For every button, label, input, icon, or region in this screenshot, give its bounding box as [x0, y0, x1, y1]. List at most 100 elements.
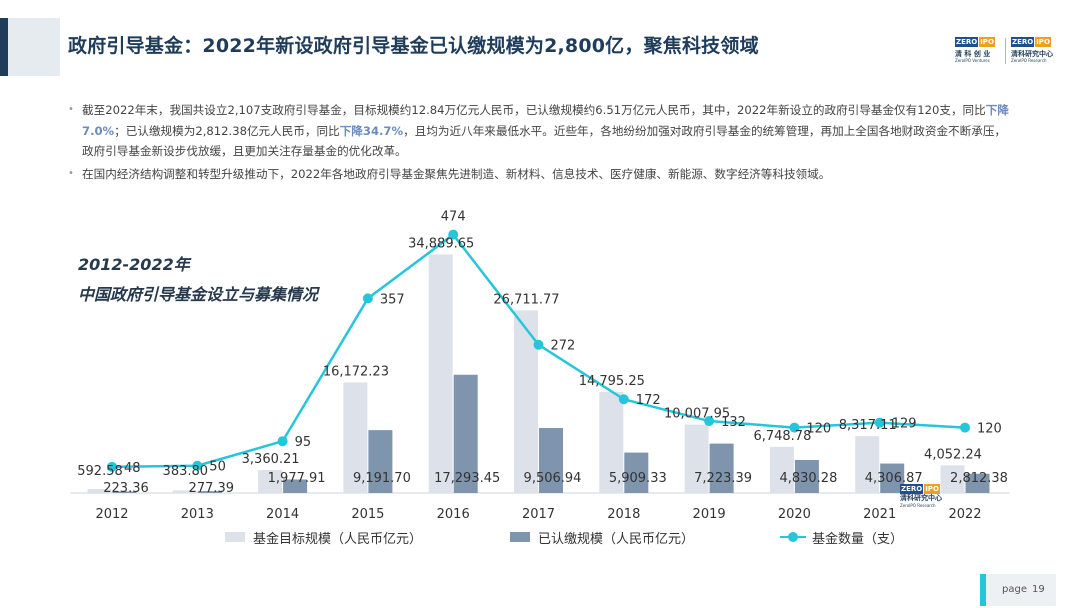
fund-count-point [618, 394, 629, 405]
fund-count-point [277, 436, 288, 447]
bar-subscribed-scale [197, 491, 222, 493]
zeroipo-watermark: ZERO IPO 清科研究中心 ZeroIPO Research [900, 484, 952, 508]
legend-label: 已认缴规模（人民币亿元） [538, 531, 695, 547]
bar-subscribed-scale [283, 479, 308, 493]
data-label-subscribed: 7,223.39 [694, 471, 752, 486]
chart-title: 2012-2022年 中国政府引导基金设立与募集情况 [78, 250, 318, 310]
bullet-text: 在国内经济结构调整和转型升级推动下，2022年各地政府引导基金聚焦先进制造、新材… [82, 166, 831, 181]
data-label-target: 26,711.77 [493, 292, 559, 307]
bullet-item: • 截至2022年末，我国共设立2,107支政府引导基金，目标规模约12.84万… [66, 100, 1016, 162]
x-tick-label: 2020 [778, 507, 811, 522]
legend-swatch [225, 532, 245, 542]
page-label: page [1002, 584, 1027, 595]
data-label-fund-count: 50 [209, 460, 226, 475]
data-label-fund-count: 129 [892, 417, 917, 432]
x-tick-label: 2018 [607, 507, 640, 522]
fund-count-point [107, 461, 117, 472]
bar-subscribed-scale [794, 459, 819, 493]
logo-code-a: ZERO [955, 37, 979, 47]
legend-label: 基金目标规模（人民币亿元） [253, 531, 423, 547]
logo-divider [1005, 38, 1006, 64]
legend-subscribed-scale: 已认缴规模（人民币亿元） [510, 528, 695, 547]
data-label-target: 16,172.23 [323, 364, 389, 379]
legend-fund-count: 基金数量（支） [780, 528, 904, 547]
logo-code-a: ZERO [1011, 37, 1035, 47]
data-label-target: 34,889.65 [408, 236, 474, 251]
bullet-text: ；已认缴规模为2,812.38亿元人民币，同比 [114, 123, 340, 138]
fund-count-point [362, 293, 373, 304]
bar-target-scale [769, 446, 794, 493]
data-label-target: 10,007.95 [664, 407, 730, 422]
page-number: 19 [1032, 584, 1045, 595]
legend-target-scale: 基金目标规模（人民币亿元） [225, 528, 423, 547]
logo-code-b: IPO [1035, 37, 1051, 47]
page-title: 政府引导基金：2022年新设政府引导基金已认缴规模为2,800亿，聚焦科技领域 [68, 35, 759, 57]
chart-title-line: 2012-2022年 [78, 255, 190, 274]
fund-count-point [704, 416, 715, 427]
fund-count-point [789, 422, 800, 433]
fund-count-point [448, 229, 459, 240]
data-label-fund-count: 357 [380, 292, 405, 307]
x-tick-label: 2022 [948, 507, 981, 522]
logo-en-name: ZeroIPO Ventures [955, 58, 990, 63]
bar-target-scale [172, 490, 197, 493]
bar-target-scale [599, 391, 624, 493]
bar-subscribed-scale [453, 374, 478, 493]
data-label-fund-count: 95 [295, 435, 312, 450]
data-label-target: 4,052.24 [924, 447, 982, 462]
data-label-subscribed: 1,977.91 [268, 471, 326, 486]
bullet-text: ，且均为近八年来最低水平。近些年，各地纷纷加强对政府引导基金的统筹管理，再加上全… [82, 123, 1007, 159]
header-accent-bar [0, 18, 8, 76]
watermark-code-b: IPO [924, 484, 940, 494]
watermark-en: ZeroIPO Research [900, 503, 936, 508]
bullet-highlight: 下降34.7% [339, 123, 404, 138]
data-label-subscribed: 9,191.70 [353, 471, 411, 486]
x-tick-label: 2013 [181, 507, 214, 522]
x-tick-label: 2015 [351, 507, 384, 522]
bullet-dot-icon: • [68, 167, 74, 179]
x-tick-label: 2014 [266, 507, 299, 522]
page-indicator [980, 574, 1056, 606]
fund-count-point [533, 339, 544, 350]
data-label-target: 383.80 [163, 464, 209, 479]
fund-count-point [192, 460, 203, 471]
summary-bullets: • 截至2022年末，我国共设立2,107支政府引导基金，目标规模约12.84万… [66, 100, 1016, 186]
bar-subscribed-scale [965, 473, 990, 493]
bar-target-scale [428, 254, 453, 493]
data-label-fund-count: 120 [806, 422, 831, 437]
data-label-subscribed: 5,909.33 [609, 471, 667, 486]
data-label-target: 3,360.21 [242, 452, 300, 467]
x-tick-label: 2017 [522, 507, 555, 522]
x-tick-label: 2019 [693, 507, 726, 522]
bullet-dot-icon: • [68, 104, 74, 115]
data-label-fund-count: 272 [551, 339, 576, 354]
data-label-subscribed: 2,812.38 [950, 471, 1008, 486]
bullet-item: • 在国内经济结构调整和转型升级推动下，2022年各地政府引导基金聚焦先进制造、… [66, 164, 1016, 185]
page-indicator-accent [980, 574, 986, 606]
bar-subscribed-scale [624, 452, 649, 493]
data-label-target: 592.58 [77, 464, 123, 479]
data-label-target: 8,317.11 [839, 418, 897, 433]
data-label-fund-count: 474 [441, 210, 466, 225]
data-label-fund-count: 120 [977, 422, 1002, 437]
logo-cn-name: 清 科 创 业 [955, 50, 991, 58]
data-label-target: 6,748.78 [753, 429, 811, 444]
data-label-subscribed: 17,293.45 [434, 471, 500, 486]
watermark-cn: 清科研究中心 [900, 494, 942, 502]
data-label-subscribed: 223.36 [103, 481, 149, 496]
bar-target-scale [343, 382, 368, 493]
x-tick-label: 2012 [95, 507, 128, 522]
header-bar [8, 18, 60, 76]
legend-label: 基金数量（支） [812, 531, 904, 547]
bar-subscribed-scale [539, 427, 563, 493]
logo-cn-name: 清科研究中心 [1011, 50, 1053, 58]
data-label-subscribed: 9,506.94 [524, 471, 582, 486]
bullet-highlight: 下降7.0% [82, 103, 1009, 138]
data-label-subscribed: 4,306.87 [865, 471, 923, 486]
legend-swatch [510, 532, 530, 542]
x-tick-label: 2021 [863, 507, 896, 522]
zeroipo-ventures-logo: ZERO IPO 清 科 创 业 ZeroIPO Ventures [955, 36, 1003, 66]
bullet-text: 截至2022年末，我国共设立2,107支政府引导基金，目标规模约12.84万亿元… [82, 103, 986, 117]
zeroipo-research-logo: ZERO IPO 清科研究中心 ZeroIPO Research [1011, 36, 1059, 66]
